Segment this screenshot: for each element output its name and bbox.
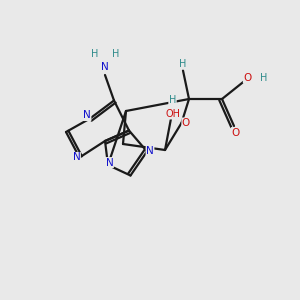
Text: O: O — [243, 73, 252, 83]
Text: H: H — [112, 49, 119, 59]
Text: H: H — [260, 73, 268, 83]
Text: N: N — [146, 146, 154, 157]
Text: N: N — [73, 152, 80, 163]
Text: N: N — [106, 158, 113, 168]
Text: N: N — [101, 61, 109, 72]
Text: H: H — [179, 59, 187, 69]
Text: O: O — [231, 128, 240, 138]
Text: N: N — [83, 110, 91, 121]
Text: H: H — [169, 94, 176, 105]
Text: H: H — [91, 49, 98, 59]
Text: O: O — [182, 118, 190, 128]
Text: OH: OH — [165, 109, 180, 119]
